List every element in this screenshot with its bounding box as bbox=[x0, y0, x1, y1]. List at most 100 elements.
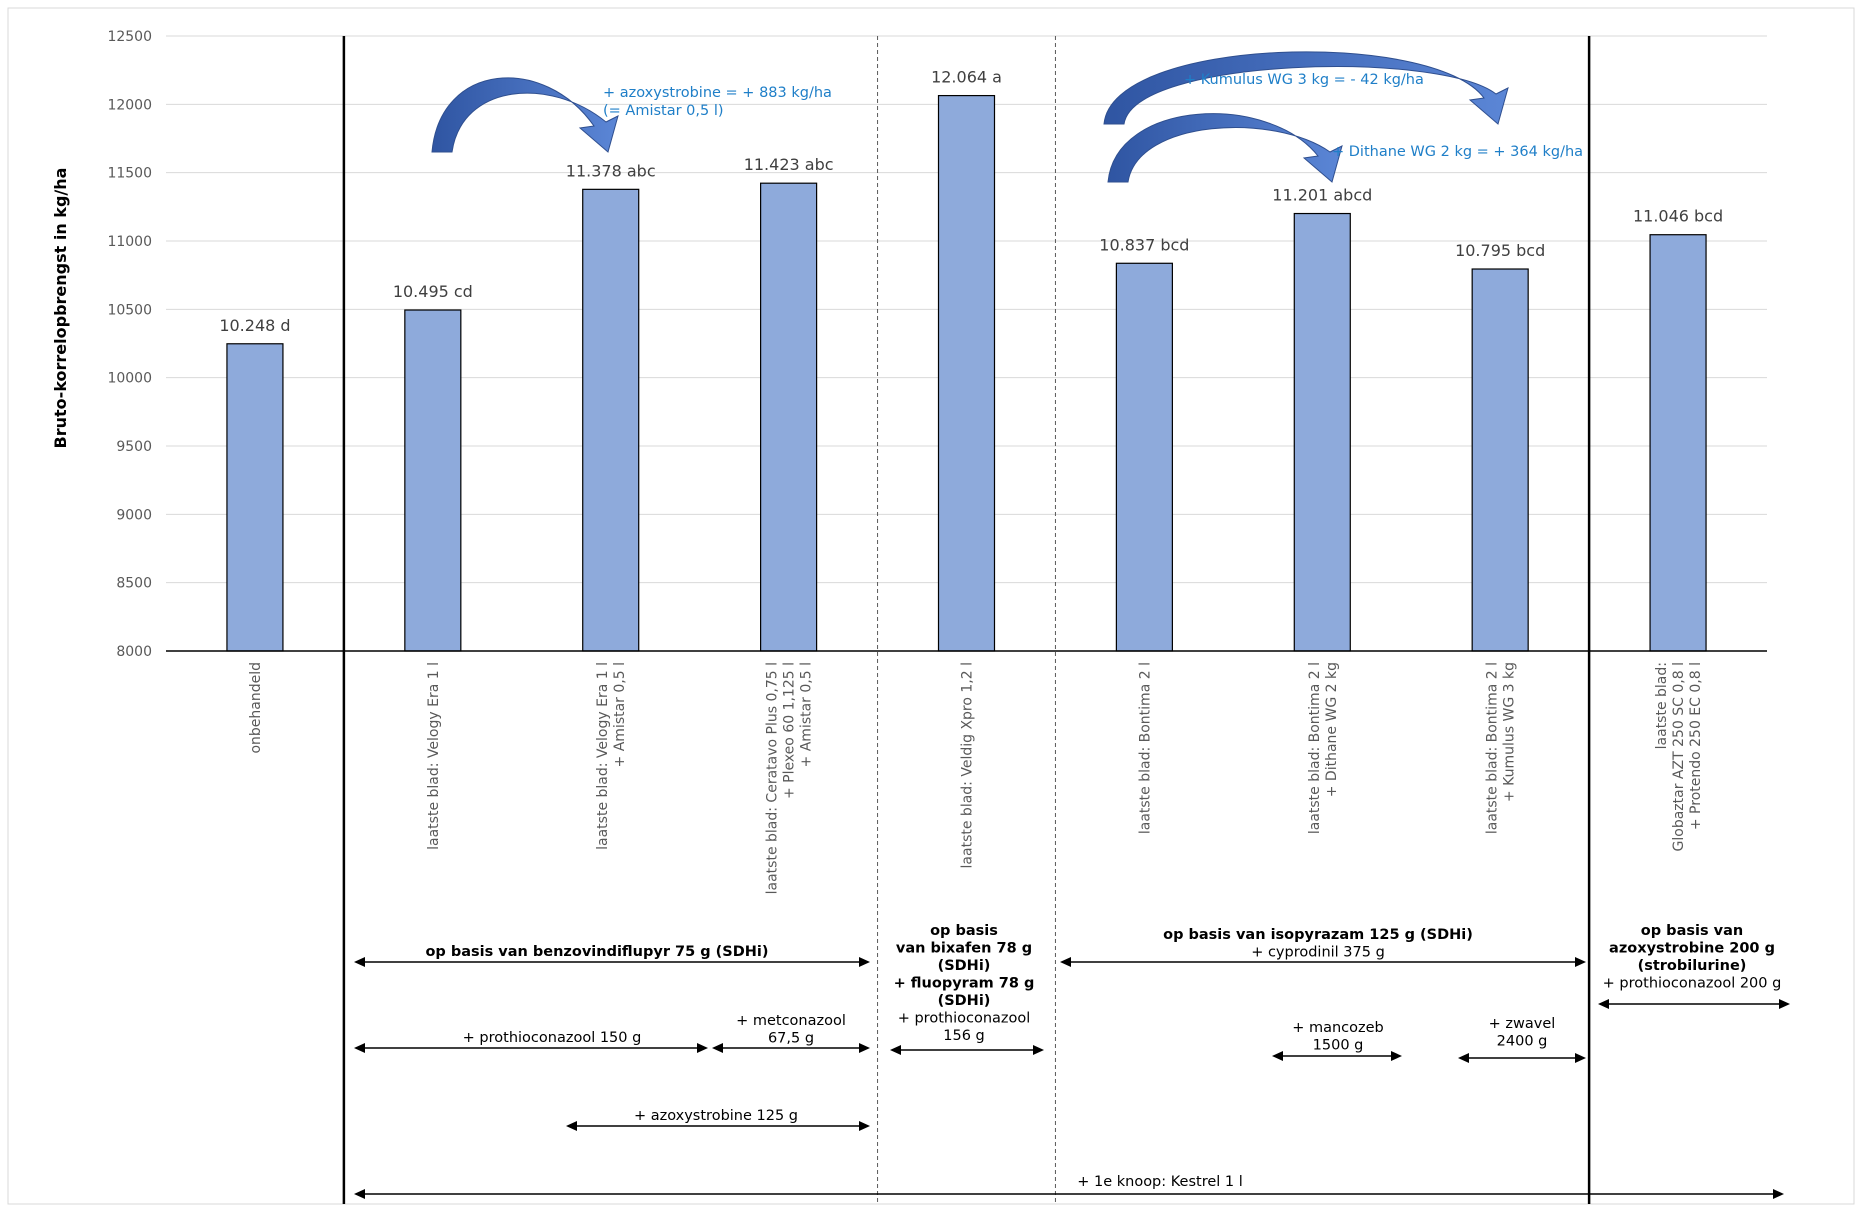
bar bbox=[226, 343, 284, 652]
annotation-text: (= Amistar 0,5 l) bbox=[603, 103, 724, 119]
y-axis-label: Bruto-korrelopbrengst in kg/ha bbox=[51, 168, 70, 449]
group-text: 156 g bbox=[943, 1028, 985, 1044]
range-arrow-head bbox=[1598, 999, 1609, 1009]
category-label: + Dithane WG 2 kg bbox=[1324, 662, 1340, 797]
group-title: azoxystrobine 200 g bbox=[1609, 941, 1775, 957]
bar bbox=[937, 94, 996, 652]
y-tick-label: 8000 bbox=[116, 644, 152, 660]
group-text: + 1e knoop: Kestrel 1 l bbox=[1077, 1174, 1243, 1190]
range-arrow-head bbox=[890, 1045, 901, 1055]
group-title: van bixafen 78 g bbox=[896, 941, 1032, 957]
category-label: + Plexeo 60 1,125 l bbox=[782, 662, 798, 799]
group-text: + azoxystrobine 125 g bbox=[634, 1108, 798, 1124]
range-arrow-head bbox=[1575, 1053, 1586, 1063]
range-arrow-head bbox=[1391, 1051, 1402, 1061]
y-tick-label: 12000 bbox=[107, 97, 152, 113]
category-label: + Amistar 0,5 l bbox=[799, 662, 815, 767]
category-label: onbehandeld bbox=[248, 662, 264, 754]
bar bbox=[1649, 234, 1707, 652]
group-title: (SDHi) bbox=[938, 958, 991, 974]
range-arrow-head bbox=[354, 1189, 365, 1199]
group-text: + prothioconazool 150 g bbox=[463, 1030, 642, 1046]
annotation-arrows bbox=[431, 51, 1509, 183]
separators bbox=[342, 36, 1591, 1204]
group-text: + prothioconazool 200 g bbox=[1603, 976, 1782, 992]
annotation-arrow bbox=[1107, 113, 1343, 183]
group-title: op basis van isopyrazam 125 g (SDHi) bbox=[1163, 927, 1473, 943]
range-arrow-head bbox=[354, 1043, 365, 1053]
bars bbox=[226, 94, 1707, 652]
annotation-arrow bbox=[1103, 51, 1509, 125]
category-label: + Kumulus WG 3 kg bbox=[1502, 662, 1518, 802]
group-text: + cyprodinil 375 g bbox=[1251, 945, 1385, 961]
annotations: + azoxystrobine = + 883 kg/ha (= Amistar … bbox=[603, 72, 1583, 160]
data-label: 10.837 bcd bbox=[1099, 235, 1189, 254]
bar bbox=[582, 188, 640, 652]
y-axis: 8000 8500 9000 9500 10000 10500 11000 11500 1200… bbox=[107, 29, 152, 660]
y-tick-label: 11500 bbox=[107, 166, 152, 182]
bar bbox=[404, 309, 462, 652]
y-tick-label: 10500 bbox=[107, 302, 152, 318]
data-label: 10.795 bcd bbox=[1455, 241, 1545, 260]
group-text: + metconazool bbox=[736, 1013, 846, 1029]
y-tick-label: 11000 bbox=[107, 234, 152, 250]
data-label: 10.248 d bbox=[219, 316, 290, 335]
category-label: Globaztar AZT 250 SC 0,8 l bbox=[1671, 662, 1687, 851]
range-arrow-head bbox=[354, 957, 365, 967]
range-arrow-head bbox=[697, 1043, 708, 1053]
range-arrow-head bbox=[1033, 1045, 1044, 1055]
data-label: 11.423 abc bbox=[744, 155, 834, 174]
group-text: + zwavel bbox=[1489, 1016, 1556, 1032]
range-arrow-head bbox=[859, 1043, 870, 1053]
range-arrow-head bbox=[1773, 1189, 1784, 1199]
group-title: + fluopyram 78 g bbox=[894, 976, 1035, 992]
category-label: laatste blad: Velogy Era 1 l bbox=[426, 662, 442, 850]
group-text: 2400 g bbox=[1497, 1034, 1548, 1050]
annotation-text: + Kumulus WG 3 kg = - 42 kg/ha bbox=[1184, 72, 1424, 88]
range-arrow-head bbox=[859, 1121, 870, 1131]
chart-frame bbox=[7, 7, 1855, 1205]
category-label: laatste blad: Bontima 2 l bbox=[1307, 662, 1323, 834]
category-label: laatste blad: Bontima 2 l bbox=[1485, 662, 1501, 834]
data-label: 11.046 bcd bbox=[1633, 207, 1723, 226]
y-tick-label: 9500 bbox=[116, 439, 152, 455]
range-arrow-head bbox=[712, 1043, 723, 1053]
data-label: 12.064 a bbox=[931, 68, 1002, 87]
category-label: + Amistar 0,5 l bbox=[612, 662, 628, 767]
data-labels: 10.248 d 10.495 cd 11.378 abc 11.423 abc 12.… bbox=[219, 68, 1723, 335]
y-tick-label: 9000 bbox=[116, 507, 152, 523]
product-groups: op basis van benzovindiflupyr 75 g (SDHi… bbox=[354, 923, 1790, 1199]
category-label: laatste blad: Bontima 2 l bbox=[1137, 662, 1153, 834]
bar bbox=[1115, 262, 1173, 652]
data-label: 11.201 abcd bbox=[1272, 186, 1372, 205]
category-label: laatste blad: bbox=[1654, 662, 1670, 749]
range-arrow-head bbox=[1779, 999, 1790, 1009]
category-label: laatste blad: Ceratavo Plus 0,75 l bbox=[765, 662, 781, 894]
range-arrow-head bbox=[1272, 1051, 1283, 1061]
y-tick-label: 8500 bbox=[116, 576, 152, 592]
data-label: 10.495 cd bbox=[393, 282, 473, 301]
range-arrow-head bbox=[1575, 957, 1586, 967]
group-text: 67,5 g bbox=[768, 1031, 814, 1047]
group-title: (strobilurine) bbox=[1638, 958, 1747, 974]
group-text: + prothioconazool bbox=[898, 1011, 1031, 1027]
range-arrow-head bbox=[859, 957, 870, 967]
y-tick-label: 12500 bbox=[107, 29, 152, 45]
range-arrow-head bbox=[566, 1121, 577, 1131]
group-title: op basis van bbox=[1641, 923, 1743, 939]
group-title: op basis van benzovindiflupyr 75 g (SDHi… bbox=[425, 944, 768, 960]
annotation-text: + azoxystrobine = + 883 kg/ha bbox=[603, 85, 832, 101]
range-arrow-head bbox=[1060, 957, 1071, 967]
annotation-arrow bbox=[431, 77, 619, 153]
annotation-text: + Dithane WG 2 kg = + 364 kg/ha bbox=[1332, 144, 1583, 160]
y-tick-label: 10000 bbox=[107, 371, 152, 387]
bar bbox=[1293, 212, 1351, 652]
group-title: (SDHi) bbox=[938, 993, 991, 1009]
category-label: + Protendo 250 EC 0,8 l bbox=[1688, 662, 1704, 830]
x-axis-categories: onbehandeld laatste blad: Velogy Era 1 l l… bbox=[248, 662, 1704, 894]
bar bbox=[760, 182, 818, 652]
group-text: + mancozeb bbox=[1292, 1020, 1384, 1036]
data-label: 11.378 abc bbox=[566, 161, 656, 180]
range-arrow-head bbox=[1458, 1053, 1469, 1063]
